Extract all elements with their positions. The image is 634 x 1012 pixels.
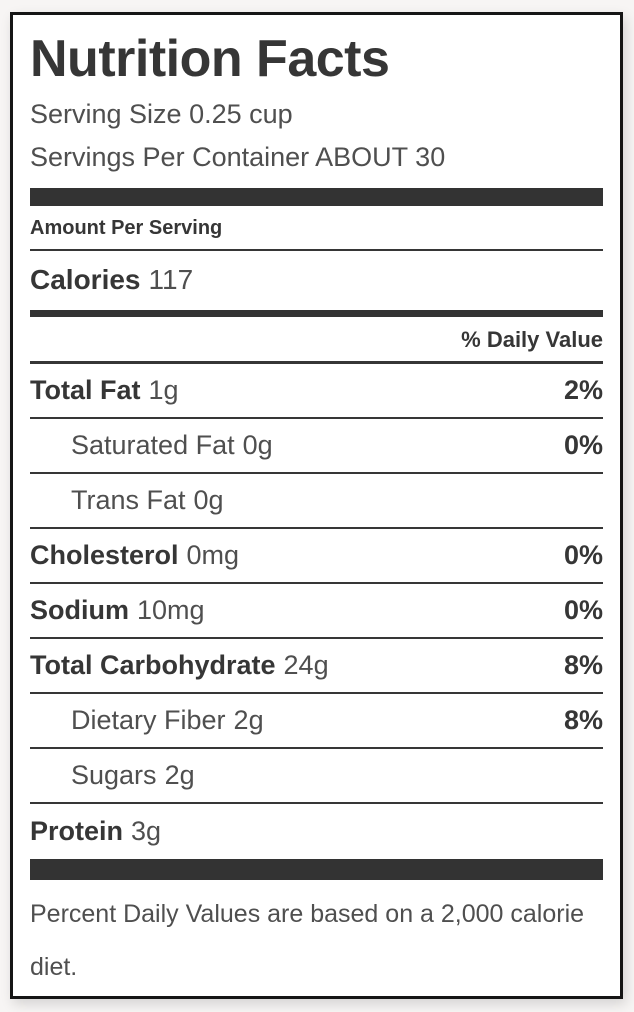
- calories-value: 117: [148, 264, 194, 295]
- footnote-text: Percent Daily Values are based on a 2,00…: [30, 900, 585, 981]
- separator-bar-bottom: [30, 859, 603, 880]
- nutrient-daily-value: 8%: [563, 650, 603, 680]
- nutrient-row: Saturated Fat 0g 0%: [30, 419, 603, 474]
- nutrient-name: Saturated Fat: [71, 430, 235, 460]
- label-title: Nutrition Facts: [30, 30, 390, 88]
- nutrient-row-left: Dietary Fiber 2g: [30, 705, 264, 736]
- calories-label: Calories: [30, 264, 141, 295]
- nutrition-facts-label: Nutrition Facts Serving Size 0.25 cup Se…: [10, 12, 623, 999]
- nutrient-amount: 2g: [233, 705, 264, 735]
- daily-value-header: % Daily Value: [30, 317, 603, 364]
- separator-bar-top: [30, 188, 603, 206]
- nutrient-name: Total Fat: [30, 375, 141, 405]
- nutrient-row-left: Cholesterol 0mg: [30, 540, 239, 571]
- amount-per-serving-heading: Amount Per Serving: [30, 206, 603, 251]
- nutrient-daily-value: 0%: [563, 540, 603, 570]
- nutrient-row-left: Saturated Fat 0g: [30, 430, 273, 461]
- separator-bar-medium: [30, 310, 603, 317]
- nutrient-amount: 0mg: [186, 540, 240, 570]
- nutrient-row: Total Fat 1g 2%: [30, 364, 603, 419]
- nutrient-amount: 10mg: [137, 595, 205, 625]
- nutrient-name: Sodium: [30, 595, 129, 625]
- nutrient-row: Total Carbohydrate 24g 8%: [30, 639, 603, 694]
- nutrient-row: Dietary Fiber 2g 8%: [30, 694, 603, 749]
- servings-per-container-line: Servings Per Container ABOUT 30: [30, 142, 446, 172]
- nutrient-row: Sodium 10mg 0%: [30, 584, 603, 639]
- nutrient-name: Protein: [30, 816, 124, 846]
- nutrient-name: Sugars: [71, 760, 157, 790]
- serving-size-line: Serving Size 0.25 cup: [30, 99, 293, 129]
- nutrient-row-left: Protein 3g: [30, 816, 161, 847]
- nutrient-row-left: Total Carbohydrate 24g: [30, 650, 329, 681]
- nutrient-name: Dietary Fiber: [71, 705, 226, 735]
- nutrient-row-left: Sugars 2g: [30, 760, 195, 791]
- nutrient-row: Cholesterol 0mg 0%: [30, 529, 603, 584]
- nutrient-amount: 1g: [148, 375, 179, 405]
- calories-row: Calories 117: [30, 251, 603, 310]
- nutrient-row: Sugars 2g: [30, 749, 603, 804]
- nutrient-daily-value: 2%: [563, 375, 603, 405]
- nutrient-row-left: Trans Fat 0g: [30, 485, 224, 516]
- nutrient-row-left: Total Fat 1g: [30, 375, 179, 406]
- nutrient-amount: 3g: [131, 816, 162, 846]
- nutrient-name: Trans Fat: [71, 485, 186, 515]
- nutrient-amount: 2g: [164, 760, 195, 790]
- nutrient-row: Protein 3g: [30, 804, 603, 859]
- nutrient-name: Cholesterol: [30, 540, 179, 570]
- nutrient-amount: 0g: [242, 430, 273, 460]
- nutrient-name: Total Carbohydrate: [30, 650, 276, 680]
- nutrient-row-left: Sodium 10mg: [30, 595, 205, 626]
- nutrient-daily-value: 8%: [563, 705, 603, 735]
- nutrient-rows: Total Fat 1g 2% Saturated Fat 0g 0% Trans …: [30, 364, 603, 859]
- nutrient-daily-value: 0%: [563, 595, 603, 625]
- nutrient-row: Trans Fat 0g: [30, 474, 603, 529]
- nutrient-amount: 24g: [283, 650, 329, 680]
- nutrient-daily-value: 0%: [563, 430, 603, 460]
- nutrient-amount: 0g: [193, 485, 224, 515]
